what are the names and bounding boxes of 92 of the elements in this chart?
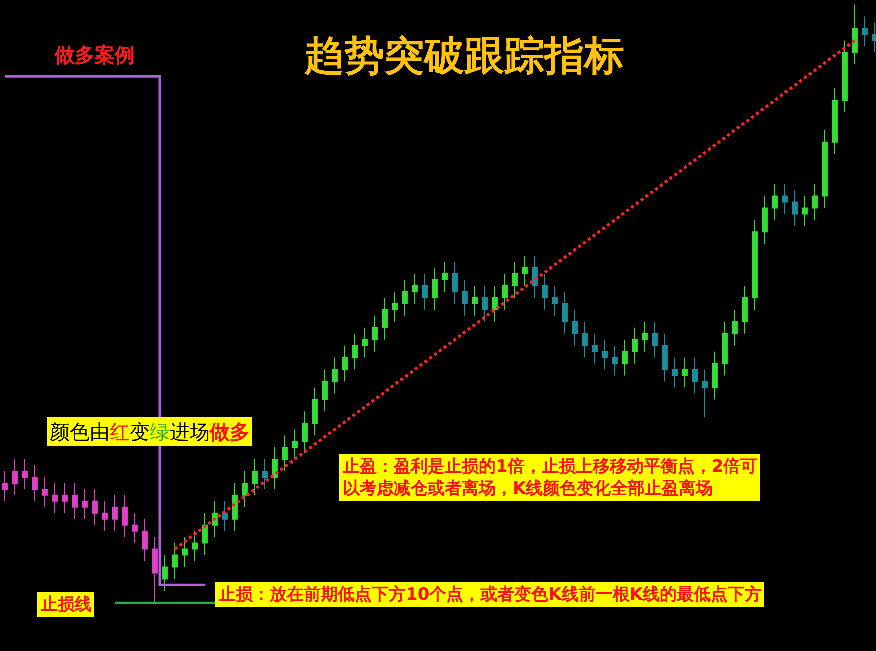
- candlestick: [702, 369, 708, 418]
- candlestick: [472, 286, 478, 316]
- candlestick: [662, 333, 668, 382]
- candlestick: [832, 88, 838, 155]
- candlestick: [842, 40, 848, 113]
- annotation: 颜色由红变绿进场做多: [50, 420, 250, 444]
- candlestick: [712, 351, 718, 400]
- candlestick: [232, 482, 238, 532]
- candlestick: [492, 286, 498, 322]
- candlestick: [122, 494, 128, 538]
- candlestick: [352, 333, 358, 370]
- candlestick: [502, 274, 508, 310]
- candlestick: [652, 321, 658, 358]
- annotation: 止损：放在前期低点下方10个点，或者变色K线前一根K线的最低点下方: [218, 585, 762, 605]
- candlestick: [682, 357, 688, 388]
- candlestick: [392, 291, 398, 322]
- candlestick: [752, 220, 758, 310]
- candlestick: [302, 411, 308, 454]
- candlestick: [612, 345, 618, 376]
- candlestick: [282, 435, 288, 472]
- candlestick: [482, 286, 488, 322]
- candlestick: [102, 500, 108, 532]
- candlestick: [432, 268, 438, 310]
- candlestick: [862, 16, 868, 48]
- candlestick: [262, 459, 268, 490]
- candlestick: [762, 196, 768, 245]
- candlestick: [112, 494, 118, 532]
- candlestick: [672, 357, 678, 388]
- candlestick: [312, 387, 318, 436]
- candlestick: [532, 256, 538, 298]
- candlestick: [622, 339, 628, 376]
- candlestick: [362, 327, 368, 358]
- candlestick: [152, 536, 158, 604]
- candlestick: [852, 4, 858, 66]
- candlestick: [202, 512, 208, 556]
- annotation: 止盈：盈利是止损的1倍，止损上移移动平衡点，2倍可以考虑减仓或者离场，K线颜色变化全部止盈离场: [342, 457, 758, 500]
- candlestick: [642, 321, 648, 352]
- candlestick: [562, 291, 568, 334]
- candlestick: [222, 500, 228, 532]
- candlestick: [382, 297, 388, 340]
- candlestick: [72, 482, 78, 520]
- candlestick: [162, 554, 168, 592]
- candlestick: [722, 321, 728, 376]
- candlestick: [372, 315, 378, 352]
- candlestick: [592, 333, 598, 364]
- candlestick: [462, 280, 468, 316]
- candlestick: [742, 286, 748, 334]
- candlestick: [572, 309, 578, 346]
- candlestick: [42, 476, 48, 508]
- candlestick: [132, 512, 138, 544]
- candlestick: [602, 339, 608, 370]
- candlestick: [732, 309, 738, 346]
- candlestick: [82, 488, 88, 520]
- candlestick: [442, 262, 448, 292]
- candlestick: [322, 369, 328, 412]
- candlestick: [292, 429, 298, 460]
- candlestick: [142, 518, 148, 562]
- candlestick: [252, 459, 258, 496]
- candlestick: [582, 321, 588, 358]
- candlestick: [802, 196, 808, 227]
- candlestick: [522, 256, 528, 287]
- candlestick: [2, 471, 8, 502]
- candlestick: [62, 482, 68, 514]
- candlestick: [92, 488, 98, 526]
- candlestick: [22, 459, 28, 490]
- candlestick: [52, 482, 58, 514]
- candlestick: [32, 465, 38, 502]
- candlestick: [182, 536, 188, 568]
- candlestick: [632, 327, 638, 364]
- candlestick: [402, 280, 408, 316]
- candlestick: [772, 184, 778, 221]
- text: 趋势突破跟踪指标: [303, 33, 624, 80]
- candlestick: [822, 130, 828, 209]
- annotation: 做多案例: [54, 43, 135, 67]
- candlestick: [332, 357, 338, 394]
- candlestick: [792, 190, 798, 227]
- candlestick: [412, 274, 418, 304]
- candlestick: [512, 262, 518, 298]
- candlestick: [422, 274, 428, 310]
- candlestick: [192, 530, 198, 562]
- candlestick: [812, 184, 818, 221]
- candlestick: [542, 274, 548, 310]
- candlestick: [552, 286, 558, 316]
- candlestick: [242, 471, 248, 508]
- candlestick: [172, 542, 178, 580]
- candlestick: [342, 345, 348, 382]
- candlestick: [12, 459, 18, 496]
- annotation: 止损线: [40, 595, 92, 615]
- candlestick: [692, 357, 698, 394]
- candlestick: [452, 262, 458, 304]
- candlestick: [272, 447, 278, 490]
- candlestick: [782, 184, 788, 215]
